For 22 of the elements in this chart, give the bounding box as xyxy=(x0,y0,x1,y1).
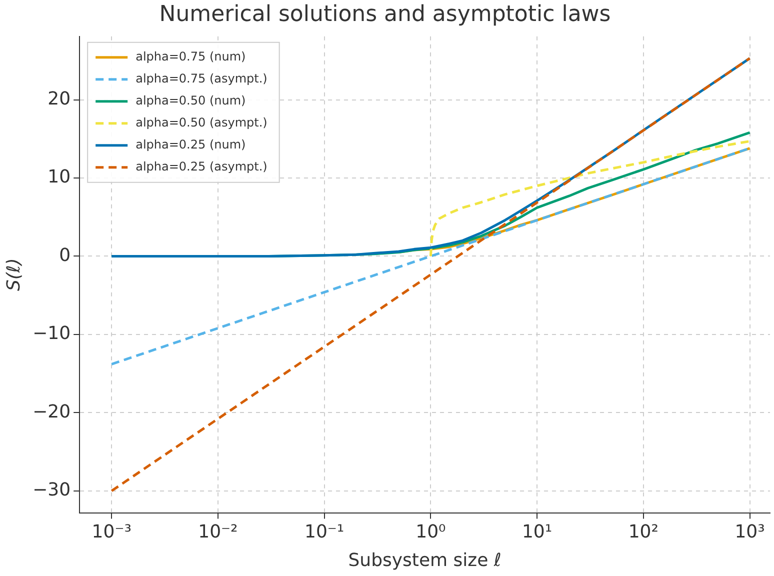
x-tick-label: 10⁻² xyxy=(198,521,238,542)
y-tick-label: −30 xyxy=(32,480,71,501)
y-tick-label: −10 xyxy=(32,323,71,344)
chart-title: Numerical solutions and asymptotic laws xyxy=(159,2,611,27)
y-axis-title: S(ℓ) xyxy=(3,258,24,292)
legend-label: alpha=0.25 (num) xyxy=(136,138,246,152)
x-tick-label: 10² xyxy=(628,521,658,542)
x-tick-label: 10⁰ xyxy=(416,521,446,542)
y-tick-label: −20 xyxy=(32,401,71,422)
legend-label: alpha=0.25 (asympt.) xyxy=(136,160,268,174)
legend-label: alpha=0.50 (asympt.) xyxy=(136,116,268,130)
x-tick-label: 10⁻³ xyxy=(92,521,132,542)
y-tick-label: 0 xyxy=(59,244,71,266)
x-tick-label: 10³ xyxy=(734,521,765,542)
y-tick-label: 10 xyxy=(48,166,71,188)
legend-label: alpha=0.75 (num) xyxy=(136,50,246,64)
x-tick-label: 10¹ xyxy=(522,521,552,542)
legend-label: alpha=0.50 (num) xyxy=(136,94,246,108)
x-axis-title: Subsystem size ℓ xyxy=(348,550,502,571)
legend-label: alpha=0.75 (asympt.) xyxy=(136,72,268,86)
x-tick-label: 10⁻¹ xyxy=(304,521,344,542)
y-tick-label: 20 xyxy=(48,88,71,110)
